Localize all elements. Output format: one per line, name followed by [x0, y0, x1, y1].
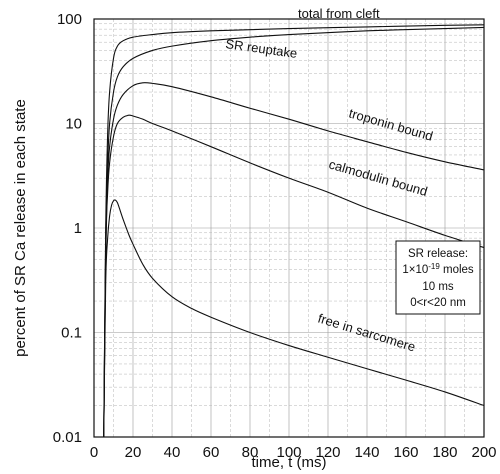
curves [103, 24, 485, 438]
x-tick-label: 180 [432, 444, 457, 461]
annotation-line2: 1×10-19 moles [402, 262, 474, 277]
x-tick-label: 100 [276, 444, 301, 461]
x-tick-label: 160 [393, 444, 418, 461]
annotation-line4: 0<r<20 nm [410, 297, 466, 309]
series-troponin-bound [103, 82, 485, 438]
y-tick-label: 10 [65, 116, 82, 133]
series-sr-reuptake [103, 26, 485, 438]
y-tick-label: 0.1 [61, 325, 82, 342]
series-total-from-cleft [103, 24, 485, 438]
series-label-troponin: troponin bound [347, 105, 435, 143]
grid [93, 19, 485, 438]
series-calmodulin-bound [103, 114, 485, 438]
plot-frame [93, 18, 485, 438]
x-tick-label: 20 [125, 444, 142, 461]
x-tick-label: 200 [471, 444, 496, 461]
x-tick-label: 0 [90, 444, 98, 461]
annotation-box: SR release: 1×10-19 moles 10 ms 0<r<20 n… [395, 240, 481, 315]
y-tick-label: 0.01 [53, 429, 82, 446]
series-label-calmodulin: calmodulin bound [327, 156, 429, 199]
x-tick-label: 140 [354, 444, 379, 461]
x-axis-label: time, t (ms) [252, 454, 327, 471]
x-tick-label: 80 [242, 444, 259, 461]
y-tick-label: 1 [74, 220, 82, 237]
annotation-line1: SR release: [408, 248, 468, 260]
annotation-line3: 10 ms [422, 281, 454, 293]
y-axis-label: percent of SR Ca release in each state [12, 99, 29, 357]
x-tick-label: 40 [164, 444, 181, 461]
x-tick-label: 60 [203, 444, 220, 461]
series-label-sr-reuptake: SR reuptake [225, 36, 299, 61]
ticks: 0 20 40 60 80 100 120 140 160 180 200 0.01 0.1 1 10 100 [53, 11, 497, 461]
series-label-total: total from cleft [298, 6, 380, 21]
y-tick-label: 100 [57, 11, 82, 28]
x-tick-label: 120 [315, 444, 340, 461]
series-free-in-sarcomere [103, 199, 485, 438]
